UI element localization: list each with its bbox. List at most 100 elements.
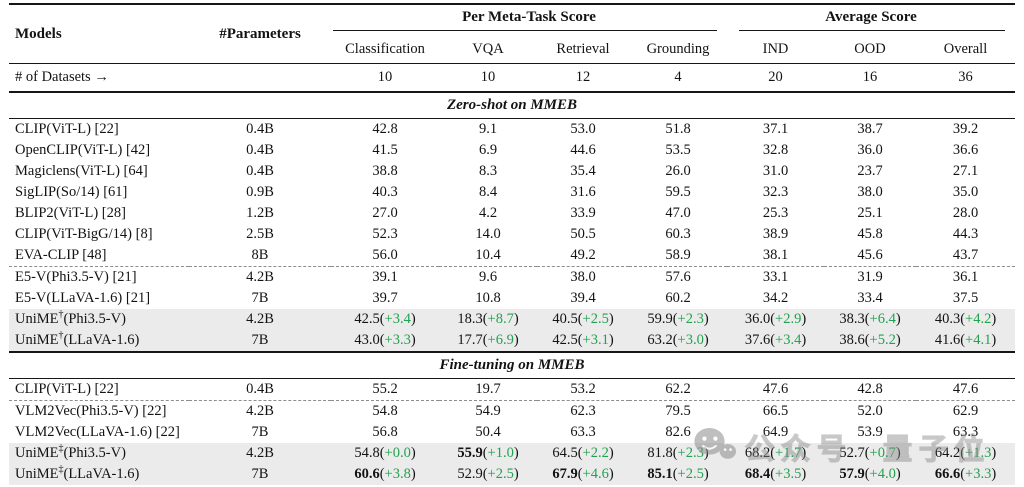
score-cell: 27.1 bbox=[916, 161, 1015, 182]
datasets-row-label: # of Datasets → bbox=[9, 63, 189, 93]
score-cell: 60.6(+3.8) bbox=[331, 464, 439, 485]
model-name-cell: UniME†(LLaVA-1.6) bbox=[9, 330, 189, 352]
score-cell: 60.2 bbox=[629, 288, 727, 309]
score-cell: 38.3(+6.4) bbox=[824, 309, 916, 330]
score-value: 8.4 bbox=[478, 184, 498, 200]
model-name-cell: EVA-CLIP [48] bbox=[15, 247, 107, 263]
score-delta: +3.3 bbox=[384, 332, 411, 348]
score-value: 31.0 bbox=[762, 163, 789, 179]
score-delta: +4.1 bbox=[965, 332, 992, 348]
score-value: 53.5 bbox=[665, 142, 691, 158]
score-value: 62.3 bbox=[570, 403, 596, 419]
score-cell: 52.0 bbox=[824, 400, 916, 422]
score-value: 23.7 bbox=[857, 163, 883, 179]
datasets-count: 20 bbox=[727, 63, 824, 93]
datasets-count: 12 bbox=[537, 63, 629, 93]
score-cell: 45.8 bbox=[824, 224, 916, 245]
score-value: 35.4 bbox=[570, 163, 596, 179]
table-row: CLIP(ViT-BigG/14) [8] 2.5B 52.3 14.0 50.5 60.… bbox=[9, 224, 1015, 245]
score-value: 50.4 bbox=[475, 424, 501, 440]
score-value: 53.2 bbox=[570, 381, 596, 397]
score-value: 52.0 bbox=[857, 403, 883, 419]
table-row: E5-V(LLaVA-1.6) [21] 7B 39.7 10.8 39.4 60.2 34… bbox=[9, 288, 1015, 309]
score-cell: 53.5 bbox=[629, 140, 727, 161]
score-cell: 38.6(+5.2) bbox=[824, 330, 916, 352]
score-delta: +3.4 bbox=[775, 332, 802, 348]
score-value: 40.5 bbox=[552, 311, 578, 327]
score-cell: 42.8 bbox=[331, 119, 439, 141]
section-header-row: Zero-shot on MMEB bbox=[9, 92, 1015, 119]
score-value: 81.8 bbox=[647, 445, 673, 461]
score-value: 25.1 bbox=[857, 205, 883, 221]
score-value: 31.6 bbox=[570, 184, 596, 200]
score-cell: 51.8 bbox=[629, 119, 727, 141]
table-row: CLIP(ViT-L) [22] 0.4B 55.2 19.7 53.2 62.2 47.6… bbox=[9, 379, 1015, 401]
score-cell: 39.2 bbox=[916, 119, 1015, 141]
score-cell: 53.9 bbox=[824, 422, 916, 443]
score-cell: 42.8 bbox=[824, 379, 916, 401]
score-delta: +2.5 bbox=[582, 311, 609, 327]
table-row: UniME‡(Phi3.5-V) 4.2B 54.8(+0.0) 55.9(+1.0)… bbox=[9, 443, 1015, 464]
score-value: 9.1 bbox=[478, 121, 498, 137]
score-cell: 52.7(+0.7) bbox=[824, 443, 916, 464]
score-cell: 38.7 bbox=[824, 119, 916, 141]
score-value: 32.8 bbox=[762, 142, 789, 158]
score-cell: 50.5 bbox=[537, 224, 629, 245]
column-header-vqa: VQA bbox=[439, 35, 537, 64]
params-cell: 0.9B bbox=[246, 184, 274, 200]
score-cell: 40.5(+2.5) bbox=[537, 309, 629, 330]
table-row: VLM2Vec(LLaVA-1.6) [22] 7B 56.8 50.4 63.3 82.… bbox=[9, 422, 1015, 443]
score-value: 41.5 bbox=[372, 142, 398, 158]
score-cell: 10.4 bbox=[439, 245, 537, 267]
params-cell: 0.4B bbox=[246, 121, 274, 137]
score-cell: 19.7 bbox=[439, 379, 537, 401]
score-cell: 35.0 bbox=[916, 182, 1015, 203]
score-cell: 41.6(+4.1) bbox=[916, 330, 1015, 352]
table-row: UniME†(Phi3.5-V) 4.2B 42.5(+3.4) 18.3(+8.7)… bbox=[9, 309, 1015, 330]
score-cell: 47.6 bbox=[727, 379, 824, 401]
table-row: UniME†(LLaVA-1.6) 7B 43.0(+3.3) 17.7(+6.9) 4… bbox=[9, 330, 1015, 352]
score-value: 34.2 bbox=[762, 290, 789, 306]
model-name-cell: CLIP(ViT-BigG/14) [8] bbox=[15, 226, 153, 242]
score-cell: 85.1(+2.5) bbox=[629, 464, 727, 485]
column-header-ind: IND bbox=[727, 35, 824, 64]
score-value: 39.4 bbox=[570, 290, 596, 306]
score-value: 64.9 bbox=[762, 424, 789, 440]
score-value: 43.7 bbox=[952, 247, 979, 263]
score-cell: 54.9 bbox=[439, 400, 537, 422]
params-cell: 4.2B bbox=[189, 266, 331, 288]
datasets-count: 16 bbox=[824, 63, 916, 93]
model-name-cell: OpenCLIP(ViT-L) [42] bbox=[15, 142, 151, 158]
score-value: 38.7 bbox=[857, 121, 883, 137]
score-value: 4.2 bbox=[478, 205, 498, 221]
score-cell: 26.0 bbox=[629, 161, 727, 182]
score-cell: 49.2 bbox=[537, 245, 629, 267]
score-cell: 8.3 bbox=[439, 161, 537, 182]
column-header-classification: Classification bbox=[331, 35, 439, 64]
model-name-cell: VLM2Vec(LLaVA-1.6) [22] bbox=[15, 424, 180, 440]
score-delta: +2.2 bbox=[582, 445, 609, 461]
column-header-overall: Overall bbox=[916, 35, 1015, 64]
score-value: 39.7 bbox=[372, 290, 398, 306]
score-cell: 38.0 bbox=[537, 266, 629, 288]
score-delta: +1.0 bbox=[487, 445, 514, 461]
score-value: 79.5 bbox=[665, 403, 691, 419]
score-value: 59.9 bbox=[647, 311, 673, 327]
score-cell: 31.0 bbox=[727, 161, 824, 182]
score-value: 66.5 bbox=[762, 403, 789, 419]
score-value: 59.5 bbox=[665, 184, 691, 200]
score-cell: 38.9 bbox=[727, 224, 824, 245]
score-cell: 59.5 bbox=[629, 182, 727, 203]
score-cell: 52.3 bbox=[331, 224, 439, 245]
score-cell: 52.9(+2.5) bbox=[439, 464, 537, 485]
table-row: UniME‡(LLaVA-1.6) 7B 60.6(+3.8) 52.9(+2.5) 6… bbox=[9, 464, 1015, 485]
score-cell: 64.9 bbox=[727, 422, 824, 443]
table-body: Zero-shot on MMEB CLIP(ViT-L) [22] 0.4B 42.… bbox=[9, 92, 1015, 485]
group-header-average: Average Score bbox=[727, 4, 1015, 35]
dagger-mark: ‡ bbox=[58, 443, 64, 455]
score-value: 33.9 bbox=[570, 205, 596, 221]
score-cell: 67.9(+4.6) bbox=[537, 464, 629, 485]
section-header-row: Fine-tuning on MMEB bbox=[9, 351, 1015, 379]
score-value: 17.7 bbox=[457, 332, 483, 348]
